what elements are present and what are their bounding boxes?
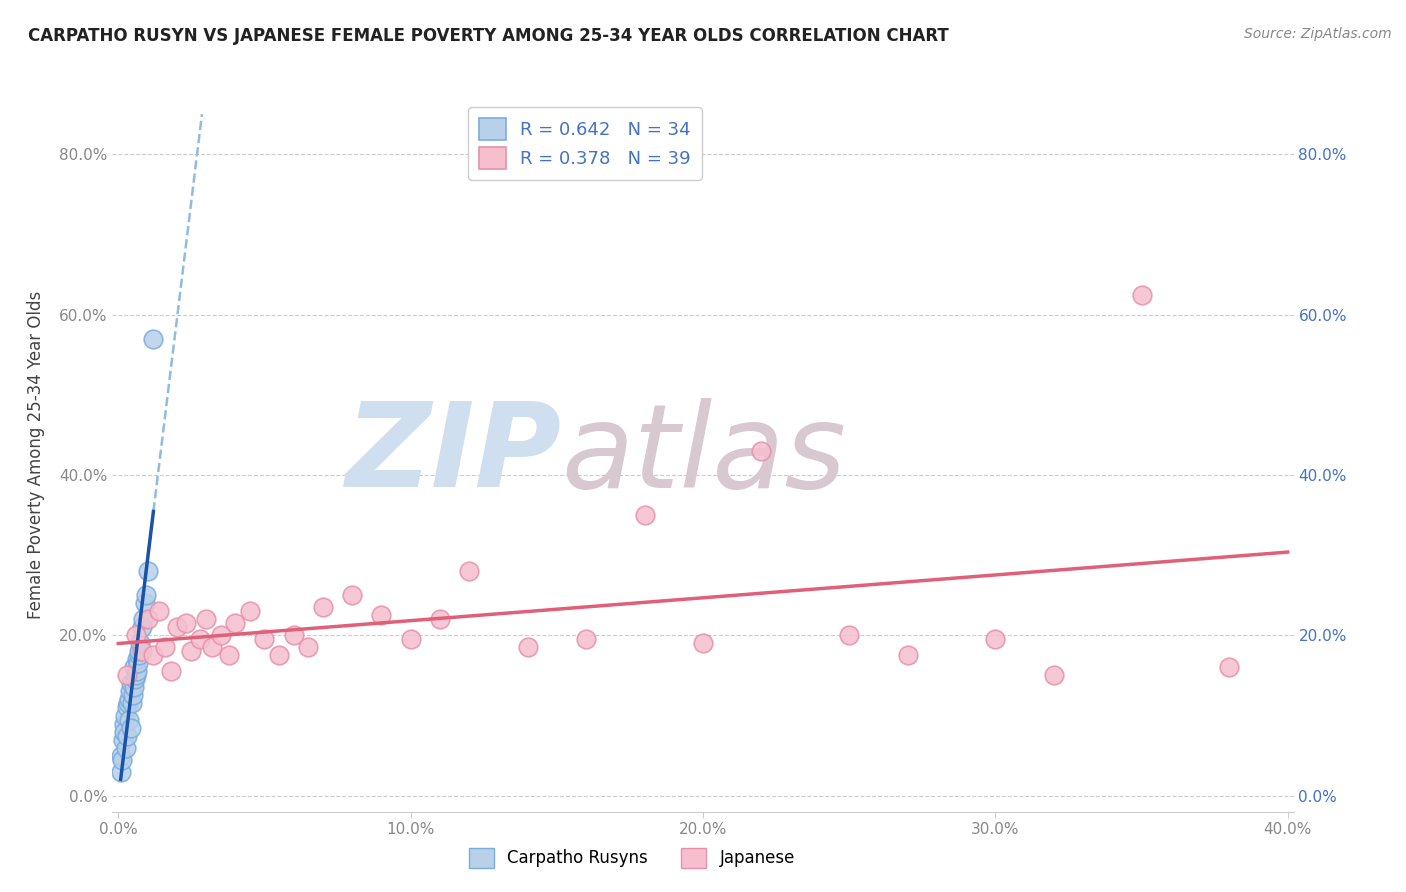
Point bbox=[984, 632, 1007, 647]
Point bbox=[131, 644, 153, 658]
Point bbox=[166, 620, 188, 634]
Point bbox=[115, 668, 138, 682]
Point bbox=[112, 724, 135, 739]
Text: CARPATHO RUSYN VS JAPANESE FEMALE POVERTY AMONG 25-34 YEAR OLDS CORRELATION CHAR: CARPATHO RUSYN VS JAPANESE FEMALE POVERT… bbox=[28, 27, 949, 45]
Point bbox=[1130, 287, 1153, 301]
Point bbox=[135, 588, 157, 602]
Point bbox=[117, 697, 139, 711]
Point bbox=[121, 697, 143, 711]
Point bbox=[125, 628, 148, 642]
Legend: Carpatho Rusyns, Japanese: Carpatho Rusyns, Japanese bbox=[463, 841, 801, 875]
Point bbox=[118, 692, 141, 706]
Point bbox=[128, 644, 150, 658]
Point bbox=[110, 748, 132, 763]
Point bbox=[297, 640, 319, 655]
Point bbox=[838, 628, 860, 642]
Point bbox=[134, 596, 156, 610]
Point bbox=[125, 668, 148, 682]
Point bbox=[131, 620, 153, 634]
Text: atlas: atlas bbox=[561, 398, 846, 512]
Point bbox=[160, 665, 183, 679]
Point bbox=[253, 632, 276, 647]
Point bbox=[1043, 668, 1066, 682]
Point bbox=[142, 648, 165, 663]
Point bbox=[124, 673, 146, 687]
Point bbox=[751, 444, 773, 458]
Point bbox=[174, 616, 197, 631]
Point bbox=[370, 608, 392, 623]
Point bbox=[112, 716, 135, 731]
Point bbox=[283, 628, 305, 642]
Point bbox=[127, 657, 149, 671]
Point bbox=[124, 681, 146, 695]
Point bbox=[188, 632, 211, 647]
Point bbox=[897, 648, 920, 663]
Point bbox=[399, 632, 422, 647]
Point bbox=[128, 648, 150, 663]
Point bbox=[180, 644, 202, 658]
Point bbox=[120, 721, 142, 735]
Point bbox=[110, 764, 132, 779]
Point bbox=[136, 564, 159, 578]
Point bbox=[118, 684, 141, 698]
Point bbox=[111, 753, 134, 767]
Point bbox=[633, 508, 655, 522]
Point bbox=[458, 564, 481, 578]
Point bbox=[153, 640, 176, 655]
Point bbox=[195, 612, 218, 626]
Point bbox=[1218, 660, 1240, 674]
Point bbox=[125, 665, 148, 679]
Y-axis label: Female Poverty Among 25-34 Year Olds: Female Poverty Among 25-34 Year Olds bbox=[27, 291, 45, 619]
Point bbox=[115, 729, 138, 743]
Point bbox=[115, 700, 138, 714]
Point bbox=[111, 732, 134, 747]
Point bbox=[148, 604, 170, 618]
Point bbox=[129, 636, 152, 650]
Point bbox=[122, 660, 145, 674]
Point bbox=[224, 616, 246, 631]
Point bbox=[122, 689, 145, 703]
Point bbox=[114, 708, 136, 723]
Text: ZIP: ZIP bbox=[346, 398, 561, 512]
Point bbox=[218, 648, 240, 663]
Point bbox=[127, 652, 149, 666]
Point bbox=[239, 604, 262, 618]
Point bbox=[340, 588, 363, 602]
Point bbox=[117, 713, 139, 727]
Point bbox=[201, 640, 224, 655]
Point bbox=[209, 628, 232, 642]
Point bbox=[114, 740, 136, 755]
Point bbox=[692, 636, 714, 650]
Point bbox=[121, 676, 143, 690]
Point bbox=[142, 332, 165, 346]
Point bbox=[269, 648, 291, 663]
Point bbox=[312, 600, 335, 615]
Point bbox=[132, 612, 155, 626]
Text: Source: ZipAtlas.com: Source: ZipAtlas.com bbox=[1244, 27, 1392, 41]
Point bbox=[429, 612, 451, 626]
Point bbox=[516, 640, 538, 655]
Point bbox=[136, 612, 159, 626]
Point bbox=[575, 632, 598, 647]
